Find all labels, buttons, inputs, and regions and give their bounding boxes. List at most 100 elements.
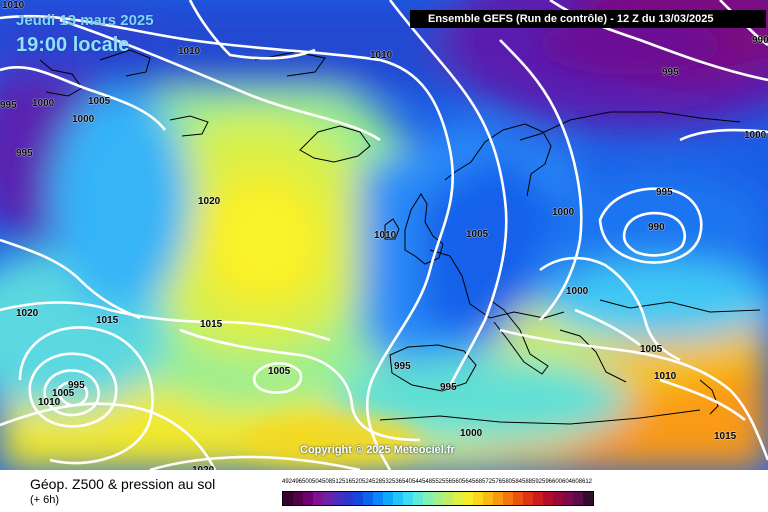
scale-label: 576 (492, 479, 503, 485)
scale-swatch (323, 492, 333, 505)
scale-swatch (583, 492, 593, 505)
isobar-label: 1015 (200, 319, 223, 330)
scale-swatch (313, 492, 323, 505)
scale-swatch (413, 492, 423, 505)
scale-label: 548 (422, 479, 433, 485)
isobar-label: 1000 (460, 428, 483, 439)
color-scale (282, 491, 594, 506)
scale-label: 608 (572, 479, 583, 485)
isobar-label: 995 (16, 148, 33, 159)
isobar-label: 1010 (178, 46, 201, 57)
scale-swatch (463, 492, 473, 505)
scale-swatch (443, 492, 453, 505)
map-title: Géop. Z500 & pression au sol (30, 476, 216, 492)
scale-swatch (393, 492, 403, 505)
isobar-lines (0, 0, 768, 470)
isobar-label: 1000 (552, 207, 575, 218)
isobar-label: 995 (662, 67, 679, 78)
scale-swatch (403, 492, 413, 505)
model-run-info: Ensemble GEFS (Run de contrôle) - 12 Z d… (410, 10, 766, 28)
isobar-label: 1000 (566, 286, 589, 297)
scale-swatch (513, 492, 523, 505)
scale-swatch (283, 492, 293, 505)
scale-label: 536 (392, 479, 403, 485)
isobar-label: 1005 (52, 388, 75, 399)
scale-swatch (343, 492, 353, 505)
scale-label: 552 (432, 479, 443, 485)
scale-label: 500 (302, 479, 313, 485)
copyright-notice: Copyright © 2025 Meteociel.fr (300, 444, 455, 456)
scale-label: 580 (502, 479, 513, 485)
isobar-label: 1020 (198, 196, 221, 207)
scale-label: 524 (362, 479, 373, 485)
scale-swatch (333, 492, 343, 505)
scale-swatch (523, 492, 533, 505)
isobar-label: 995 (0, 100, 17, 111)
scale-swatch (433, 492, 443, 505)
scale-label: 544 (412, 479, 423, 485)
isobar-label: 1005 (466, 229, 489, 240)
isobar-label: 1010 (374, 230, 397, 241)
scale-swatch (563, 492, 573, 505)
isobar-label: 990 (752, 35, 768, 46)
scale-swatch (503, 492, 513, 505)
color-scale-labels: 492 496 500 504 508 512 516 520 524 528 532 536 540 5… (282, 479, 752, 489)
isobar-label: 1020 (16, 308, 39, 319)
scale-label: 596 (542, 479, 553, 485)
forecast-date: Jeudi 13 mars 2025 (16, 12, 154, 29)
scale-label: 504 (312, 479, 323, 485)
isobar-label: 1000 (744, 130, 767, 141)
scale-swatch (543, 492, 553, 505)
scale-swatch (453, 492, 463, 505)
scale-label: 556 (442, 479, 453, 485)
scale-swatch (363, 492, 373, 505)
isobar-label: 995 (68, 380, 85, 391)
forecast-time: 19:00 locale (16, 34, 130, 56)
scale-swatch (573, 492, 583, 505)
scale-swatch (493, 492, 503, 505)
scale-label: 568 (472, 479, 483, 485)
scale-swatch (533, 492, 543, 505)
isobar-label: 1000 (72, 114, 95, 125)
isobar-label: 1010 (654, 371, 677, 382)
isobar-label: 1000 (32, 98, 55, 109)
isobar-label: 1015 (714, 431, 737, 442)
scale-label: 584 (512, 479, 523, 485)
scale-swatch (353, 492, 363, 505)
scale-label: 496 (292, 479, 303, 485)
forecast-offset: (+ 6h) (30, 494, 60, 506)
scale-label: 604 (562, 479, 573, 485)
scale-label: 560 (452, 479, 463, 485)
scale-label: 528 (372, 479, 383, 485)
scale-label: 612 (582, 479, 593, 485)
isobar-label: 1010 (2, 0, 25, 11)
isobar-label: 995 (440, 382, 457, 393)
scale-label: 540 (402, 479, 413, 485)
scale-label: 532 (382, 479, 393, 485)
scale-label: 516 (342, 479, 353, 485)
scale-label: 512 (332, 479, 343, 485)
isobar-label: 995 (394, 361, 411, 372)
scale-swatch (423, 492, 433, 505)
scale-swatch (383, 492, 393, 505)
scale-label: 564 (462, 479, 473, 485)
isobar-label: 990 (648, 222, 665, 233)
scale-swatch (373, 492, 383, 505)
isobar-label: 1005 (640, 344, 663, 355)
scale-label: 492 (282, 479, 293, 485)
legend-bar: Géop. Z500 & pression au sol (+ 6h) 492 4… (0, 470, 768, 512)
scale-label: 520 (352, 479, 363, 485)
scale-swatch (473, 492, 483, 505)
scale-swatch (483, 492, 493, 505)
scale-swatch (293, 492, 303, 505)
scale-label: 572 (482, 479, 493, 485)
weather-map: 1010 1010 1010 1005 1000 1000 995 995 10… (0, 0, 768, 470)
isobar-label: 995 (656, 187, 673, 198)
scale-label: 600 (552, 479, 563, 485)
isobar-label: 1020 (192, 465, 214, 470)
isobar-label: 1010 (370, 50, 393, 61)
isobar-label: 1005 (268, 366, 291, 377)
scale-swatch (303, 492, 313, 505)
geopotential-field (0, 0, 768, 470)
isobar-label: 1005 (88, 96, 111, 107)
